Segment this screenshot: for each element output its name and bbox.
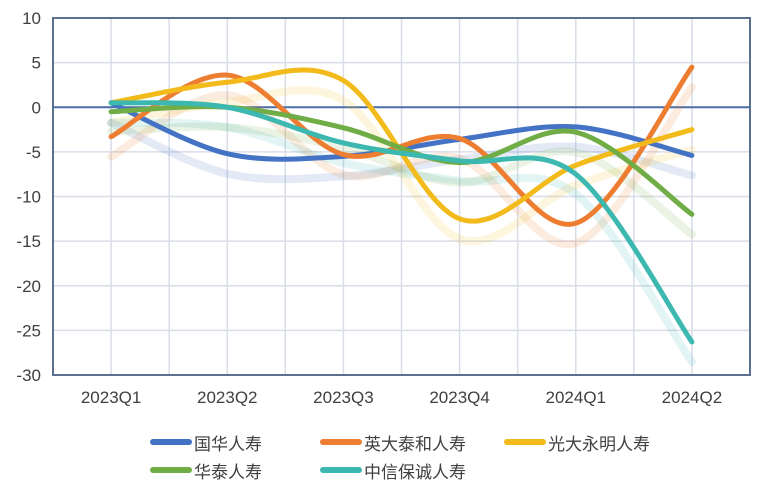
y-tick-label: 10 (22, 9, 41, 28)
legend-item-guohua: 国华人寿 (150, 430, 310, 455)
legend-item-zhongxin: 中信保诚人寿 (320, 458, 466, 483)
series-line-4 (108, 100, 695, 345)
legend-swatch-icon (320, 439, 362, 445)
legend-swatch-icon (150, 467, 192, 473)
legend-item-guangda: 光大永明人寿 (504, 430, 650, 455)
x-tick-label: 2024Q2 (662, 388, 723, 407)
y-tick-label: -25 (16, 321, 41, 340)
legend-label: 中信保诚人寿 (364, 462, 466, 483)
x-tick-label: 2023Q3 (313, 388, 374, 407)
legend-row: 国华人寿 英大泰和人寿 光大永明人寿 (150, 428, 670, 456)
x-tick-label: 2024Q1 (546, 388, 607, 407)
legend: 国华人寿 英大泰和人寿 光大永明人寿 华泰人寿 中信保诚人寿 (150, 428, 670, 484)
y-tick-label: -20 (16, 277, 41, 296)
line-chart: 10 5 0 -5 -10 -15 -20 -25 -30 2023Q1 2023Q2 2023Q3… (16, 9, 751, 407)
x-tick-label: 2023Q2 (197, 388, 258, 407)
y-axis-ticks: 10 5 0 -5 -10 -15 -20 -25 -30 (16, 9, 41, 385)
x-axis-ticks: 2023Q1 2023Q2 2023Q3 2023Q4 2024Q1 2024Q2 (81, 388, 722, 407)
y-tick-label: -5 (26, 143, 41, 162)
legend-swatch-icon (150, 439, 192, 445)
legend-row: 华泰人寿 中信保诚人寿 (150, 456, 670, 484)
legend-item-yingda: 英大泰和人寿 (320, 430, 496, 455)
legend-swatch-icon (320, 467, 362, 473)
series-shadow (107, 118, 696, 366)
legend-swatch-icon (504, 439, 546, 445)
series-shadow (107, 83, 696, 249)
y-tick-label: -10 (16, 188, 41, 207)
y-tick-label: 0 (32, 98, 41, 117)
y-tick-label: -15 (16, 232, 41, 251)
legend-label: 华泰人寿 (194, 462, 262, 483)
y-tick-label: -30 (16, 366, 41, 385)
legend-label: 国华人寿 (194, 434, 262, 455)
series-line-2 (108, 67, 695, 224)
x-tick-label: 2023Q4 (429, 388, 490, 407)
series-lines (108, 64, 695, 345)
series-shadow (107, 118, 696, 184)
y-tick-label: 5 (32, 54, 41, 73)
legend-label: 光大永明人寿 (548, 434, 650, 455)
legend-label: 英大泰和人寿 (364, 434, 466, 455)
plot-border (52, 17, 751, 376)
legend-item-huatai: 华泰人寿 (150, 458, 310, 483)
x-tick-label: 2023Q1 (81, 388, 142, 407)
